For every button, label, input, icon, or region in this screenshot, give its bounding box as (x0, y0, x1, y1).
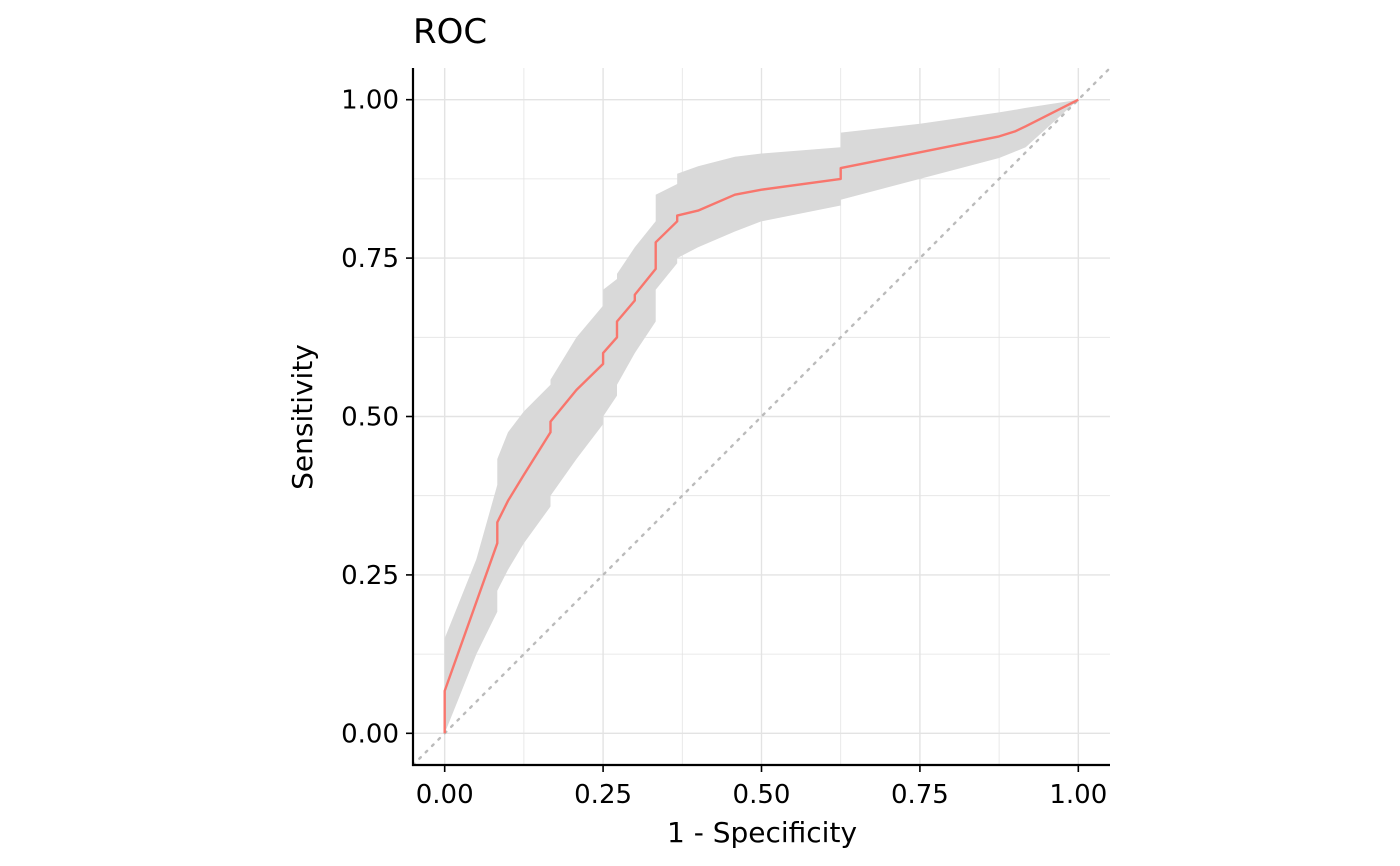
x-tick-label-0: 0.00 (416, 780, 474, 810)
x-axis-title: 1 - Specificity (667, 816, 857, 849)
tick-labels-layer: 0.00 0.25 0.50 0.75 1.00 0.00 0.25 0.50 0.75 1.00 (341, 86, 1107, 810)
roc-curve-line (443, 98, 1079, 734)
y-tick-label-2: 0.50 (341, 403, 399, 433)
reference-diagonal-line (411, 66, 1112, 767)
x-tick-label-3: 0.75 (891, 780, 949, 810)
y-tick-label-4: 1.00 (341, 86, 399, 116)
roc-curve-layer (443, 98, 1079, 734)
x-tick-label-2: 0.50 (733, 780, 791, 810)
y-axis-title: Sensitivity (286, 344, 319, 490)
chart-title: ROC (413, 12, 487, 52)
x-tick-label-1: 0.25 (574, 780, 632, 810)
confidence-band (444, 99, 1079, 734)
grid-layer (413, 68, 1110, 765)
y-tick-label-1: 0.25 (341, 561, 399, 591)
confidence-band-layer (444, 99, 1079, 734)
reference-line-layer (411, 66, 1112, 767)
x-tick-label-4: 1.00 (1049, 780, 1107, 810)
y-tick-label-0: 0.00 (341, 719, 399, 749)
y-tick-label-3: 0.75 (341, 244, 399, 274)
